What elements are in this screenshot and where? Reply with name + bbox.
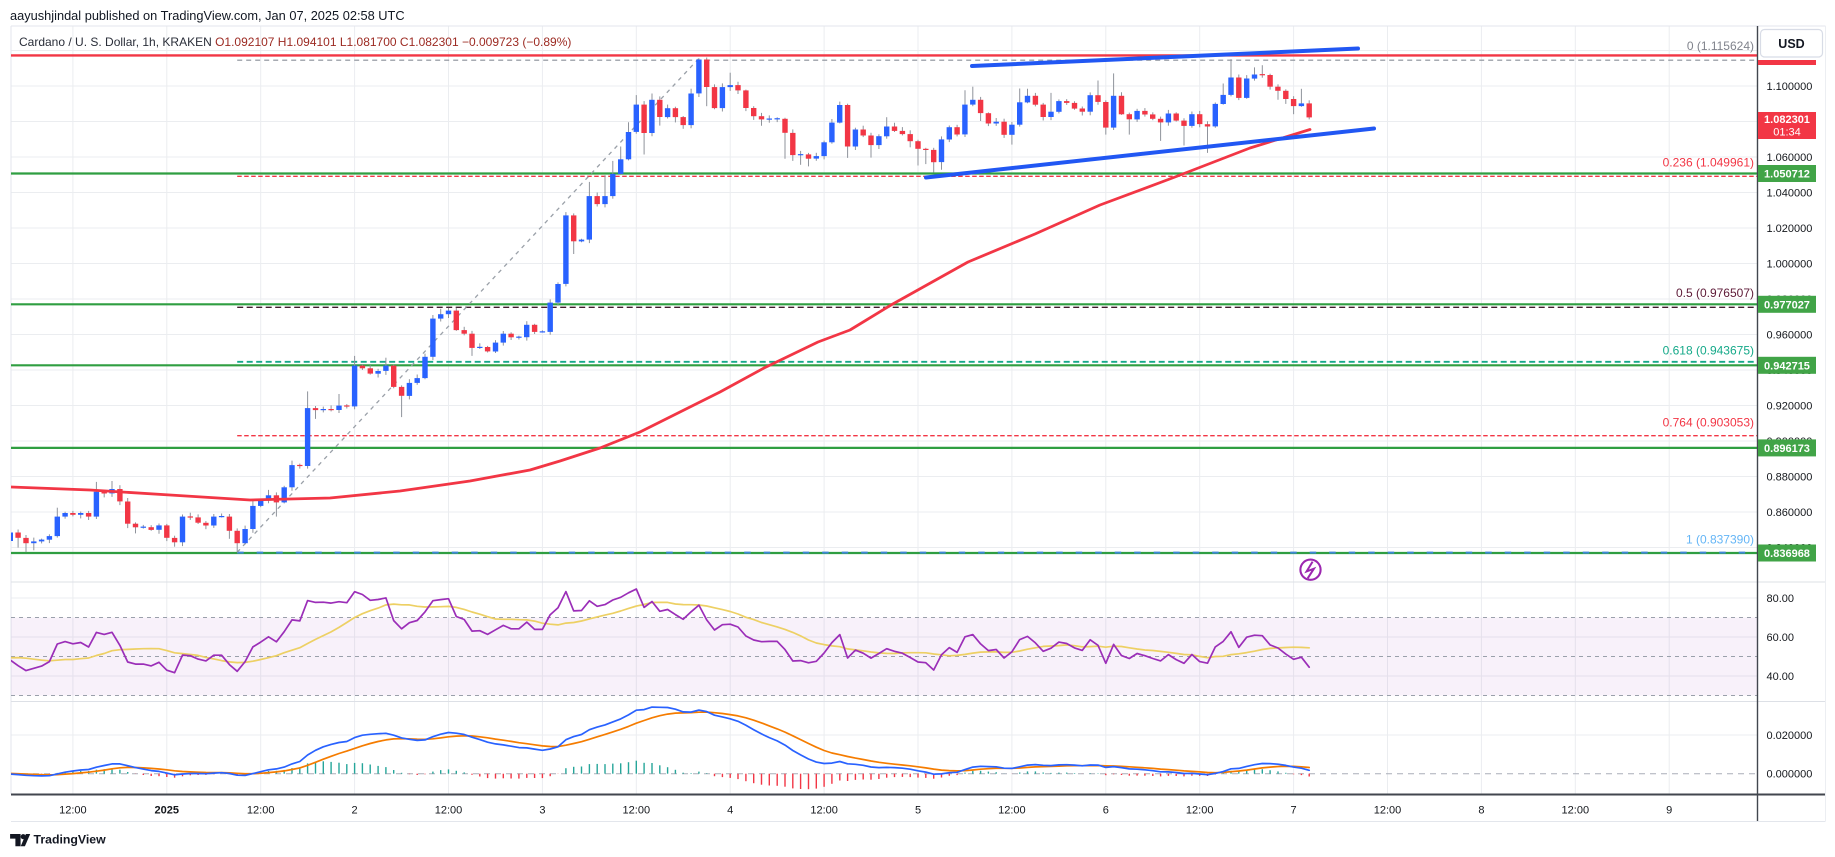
svg-text:12:00: 12:00 bbox=[810, 805, 838, 817]
svg-text:0.896173: 0.896173 bbox=[1764, 443, 1810, 455]
svg-text:5: 5 bbox=[915, 805, 921, 817]
svg-text:1.100000: 1.100000 bbox=[1767, 81, 1813, 93]
svg-text:1.050712: 1.050712 bbox=[1764, 169, 1810, 181]
svg-text:0.236 (1.049961): 0.236 (1.049961) bbox=[1663, 155, 1754, 169]
svg-text:0.860000: 0.860000 bbox=[1767, 507, 1813, 519]
svg-text:3: 3 bbox=[539, 805, 545, 817]
svg-text:6: 6 bbox=[1103, 805, 1109, 817]
svg-text:4: 4 bbox=[727, 805, 733, 817]
svg-text:40.00: 40.00 bbox=[1767, 671, 1795, 683]
svg-text:USD: USD bbox=[1778, 37, 1804, 51]
svg-text:1.000000: 1.000000 bbox=[1767, 259, 1813, 271]
svg-text:0 (1.115624): 0 (1.115624) bbox=[1687, 39, 1754, 53]
svg-text:0.880000: 0.880000 bbox=[1767, 472, 1813, 484]
svg-text:12:00: 12:00 bbox=[247, 805, 275, 817]
svg-text:1.020000: 1.020000 bbox=[1767, 223, 1813, 235]
svg-text:12:00: 12:00 bbox=[1562, 805, 1590, 817]
svg-text:12:00: 12:00 bbox=[435, 805, 463, 817]
svg-text:80.00: 80.00 bbox=[1767, 593, 1795, 605]
svg-text:2: 2 bbox=[352, 805, 358, 817]
svg-text:8: 8 bbox=[1478, 805, 1484, 817]
svg-text:0.942715: 0.942715 bbox=[1764, 360, 1810, 372]
svg-text:0.960000: 0.960000 bbox=[1767, 330, 1813, 342]
svg-text:12:00: 12:00 bbox=[1186, 805, 1214, 817]
svg-text:0.920000: 0.920000 bbox=[1767, 401, 1813, 413]
svg-text:1.082301: 1.082301 bbox=[1764, 114, 1810, 126]
svg-text:0.977027: 0.977027 bbox=[1764, 299, 1810, 311]
svg-text:2025: 2025 bbox=[155, 805, 179, 817]
svg-text:9: 9 bbox=[1666, 805, 1672, 817]
svg-text:01:34: 01:34 bbox=[1773, 127, 1801, 139]
svg-text:1.060000: 1.060000 bbox=[1767, 152, 1813, 164]
svg-text:0.5 (0.976507): 0.5 (0.976507) bbox=[1676, 286, 1754, 300]
svg-text:0.020000: 0.020000 bbox=[1767, 730, 1813, 742]
svg-text:0.000000: 0.000000 bbox=[1767, 769, 1813, 781]
svg-text:Cardano / U. S. Dollar, 1h, KR: Cardano / U. S. Dollar, 1h, KRAKEN O1.09… bbox=[19, 35, 571, 49]
svg-text:12:00: 12:00 bbox=[623, 805, 651, 817]
svg-text:12:00: 12:00 bbox=[1374, 805, 1402, 817]
svg-text:aayushjindal published on Trad: aayushjindal published on TradingView.co… bbox=[10, 8, 405, 23]
svg-text:12:00: 12:00 bbox=[998, 805, 1026, 817]
svg-text:60.00: 60.00 bbox=[1767, 632, 1795, 644]
svg-text:0.618 (0.943675): 0.618 (0.943675) bbox=[1663, 344, 1754, 358]
svg-text:0.836968: 0.836968 bbox=[1764, 548, 1810, 560]
svg-text:1 (0.837390): 1 (0.837390) bbox=[1686, 532, 1754, 546]
svg-text:7: 7 bbox=[1291, 805, 1297, 817]
svg-text:0.764 (0.903053): 0.764 (0.903053) bbox=[1663, 416, 1754, 430]
svg-text:12:00: 12:00 bbox=[59, 805, 87, 817]
svg-text:TradingView: TradingView bbox=[34, 833, 107, 847]
svg-text:1.040000: 1.040000 bbox=[1767, 188, 1813, 200]
